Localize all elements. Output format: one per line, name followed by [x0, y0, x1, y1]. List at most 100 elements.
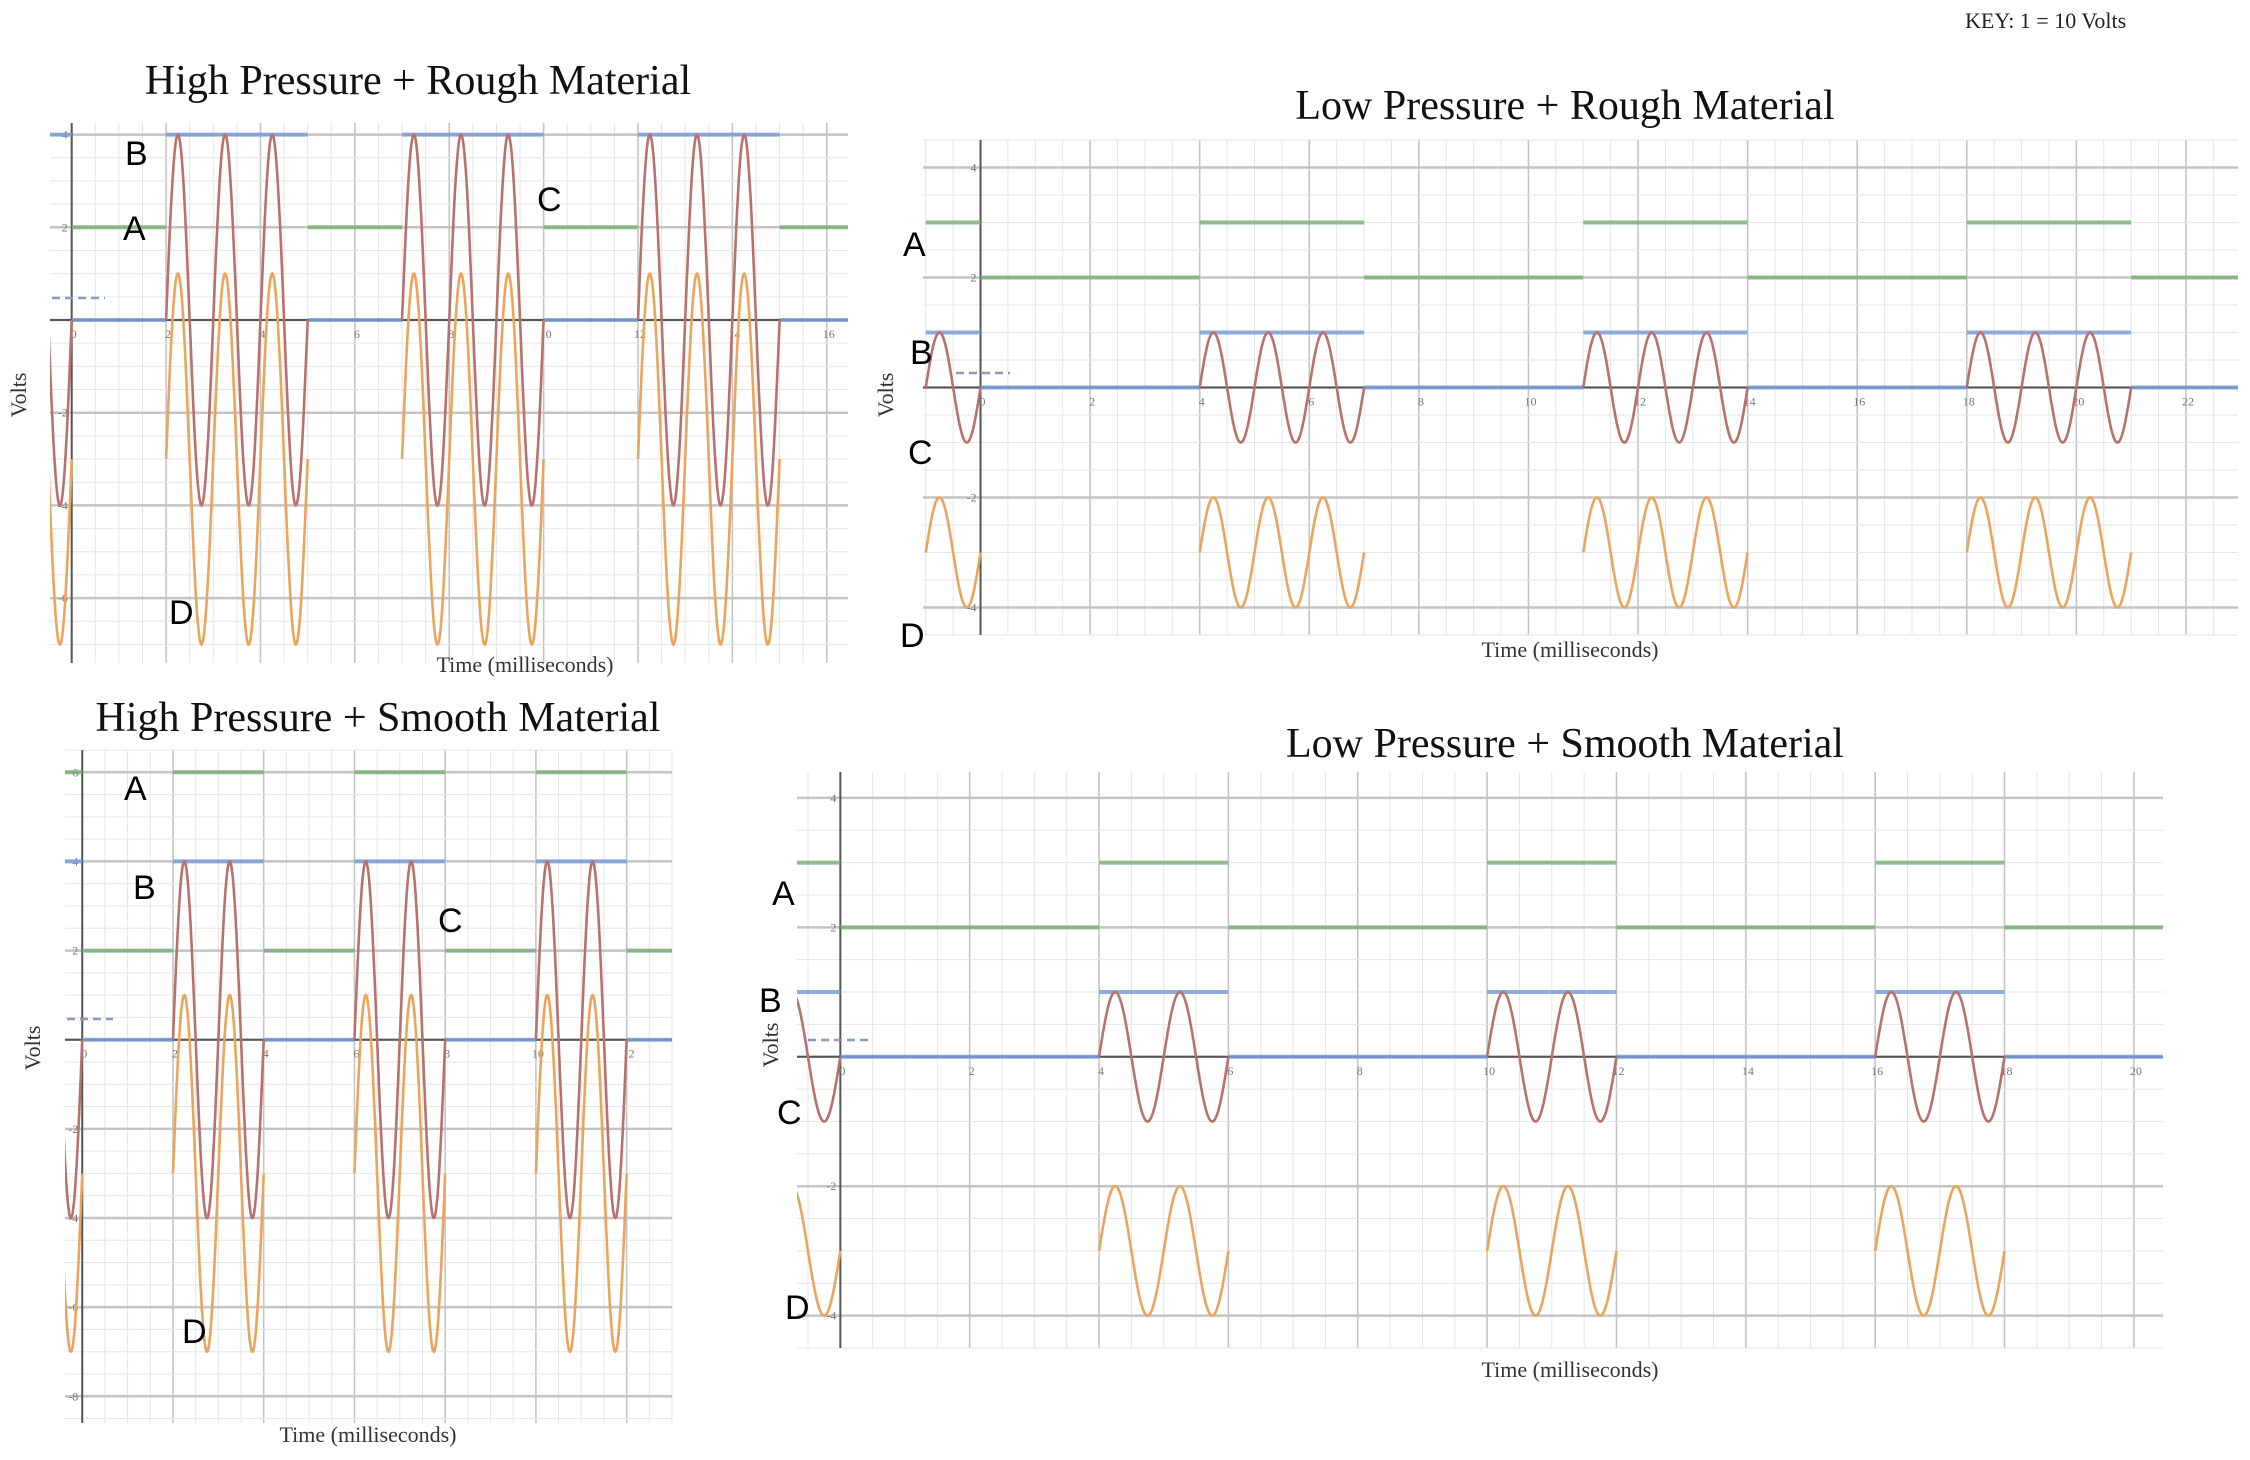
- series-D-burst: [534, 993, 628, 1354]
- series-D-burst: [353, 993, 447, 1354]
- x-tick-label: 12: [623, 1047, 635, 1061]
- series-C-burst: [924, 331, 982, 444]
- series-B: [797, 990, 2163, 1059]
- series-C-burst: [797, 996, 842, 1123]
- plot-area: [797, 860, 2163, 1317]
- x-tick-label: 0: [839, 1064, 845, 1078]
- series-label-A: A: [903, 226, 926, 264]
- series-D-burst: [171, 993, 265, 1354]
- series-D-burst: [924, 496, 982, 609]
- y-tick-label: -6: [58, 591, 68, 605]
- x-tick-label: 22: [2182, 395, 2194, 409]
- series-C-burst: [1873, 990, 2006, 1123]
- y-axis-label: Volts: [6, 373, 31, 418]
- x-tick-label: 4: [1199, 395, 1205, 409]
- series-C-burst: [164, 132, 309, 508]
- x-tick-label: 16: [1871, 1064, 1883, 1078]
- x-tick-label: 6: [1308, 395, 1314, 409]
- series-D-burst: [1581, 496, 1749, 609]
- y-axis-label: Volts: [873, 373, 898, 418]
- series-D-burst: [400, 271, 545, 647]
- x-tick-label: 8: [1357, 1064, 1363, 1078]
- series-C-burst: [636, 132, 781, 508]
- series-D: [924, 496, 2133, 609]
- grid: [797, 772, 2163, 1349]
- series-D-burst: [65, 1173, 84, 1354]
- x-tick-label: 6: [353, 1047, 359, 1061]
- series-label-D: D: [900, 617, 925, 655]
- y-tick-label: -4: [58, 498, 68, 512]
- series-label-C: C: [537, 181, 562, 219]
- y-tick-label: 4: [830, 791, 836, 805]
- series-C-burst: [1581, 331, 1749, 444]
- series-label-B: B: [125, 135, 148, 173]
- series-C-burst: [65, 1039, 84, 1220]
- x-tick-label: 4: [259, 327, 265, 341]
- x-tick-label: 4: [263, 1047, 269, 1061]
- series-A: [65, 770, 672, 953]
- series-D: [65, 993, 628, 1354]
- y-tick-label: -4: [68, 1211, 78, 1225]
- x-tick-label: 2: [969, 1064, 975, 1078]
- series-B: [65, 859, 672, 1042]
- plot-area: [65, 770, 672, 1354]
- series-C: [65, 859, 628, 1220]
- y-tick-label: -2: [967, 491, 977, 505]
- x-tick-label: 4: [1098, 1064, 1104, 1078]
- y-tick-label: -8: [68, 1389, 78, 1403]
- x-tick-label: 6: [354, 327, 360, 341]
- series-label-D: D: [182, 1313, 207, 1351]
- series-D: [50, 271, 781, 647]
- series-C-burst: [1965, 331, 2133, 444]
- series-C-burst: [400, 132, 545, 508]
- series-label-B: B: [759, 982, 782, 1020]
- series-C: [50, 132, 781, 508]
- series-label-C: C: [908, 434, 933, 472]
- series-label-B: B: [910, 334, 933, 372]
- series-C-burst: [171, 859, 265, 1220]
- series-D-burst: [1097, 1184, 1230, 1317]
- y-tick-label: 2: [971, 271, 977, 285]
- series-label-D: D: [785, 1289, 810, 1327]
- x-tick-label: 2: [165, 327, 171, 341]
- x-tick-label: 10: [540, 327, 552, 341]
- series-D-burst: [1485, 1184, 1618, 1317]
- y-tick-label: -4: [826, 1309, 836, 1323]
- series-C-burst: [1097, 990, 1230, 1123]
- y-tick-label: -2: [58, 406, 68, 420]
- y-axis-label: Volts: [20, 1026, 45, 1071]
- y-tick-label: -2: [68, 1122, 78, 1136]
- x-tick-label: 8: [444, 1047, 450, 1061]
- x-axis-label: Time (milliseconds): [436, 652, 613, 677]
- y-tick-label: -4: [967, 601, 977, 615]
- x-tick-label: 2: [1089, 395, 1095, 409]
- series-C-burst: [353, 859, 447, 1220]
- series-D: [797, 1184, 2006, 1317]
- x-tick-label: 0: [980, 395, 986, 409]
- series-D-burst: [50, 459, 73, 646]
- series-label-C: C: [777, 1094, 802, 1132]
- series-label-B: B: [133, 869, 156, 907]
- series-C-burst: [50, 319, 73, 507]
- y-tick-label: 4: [971, 161, 977, 175]
- x-axis-label: Time (milliseconds): [279, 1422, 456, 1447]
- x-tick-label: 0: [81, 1047, 87, 1061]
- x-tick-label: 6: [1227, 1064, 1233, 1078]
- series-label-C: C: [438, 902, 463, 940]
- series-label-A: A: [123, 210, 146, 248]
- x-tick-label: 20: [2130, 1064, 2142, 1078]
- x-axis-label: Time (milliseconds): [1481, 1357, 1658, 1382]
- x-tick-label: 2: [172, 1047, 178, 1061]
- series-B: [50, 132, 848, 322]
- chart-title: Low Pressure + Smooth Material: [1286, 721, 1844, 767]
- series-C-burst: [534, 859, 628, 1220]
- y-tick-label: 2: [62, 220, 68, 234]
- series-C-burst: [1485, 990, 1618, 1123]
- chart-title: High Pressure + Rough Material: [145, 58, 691, 104]
- series-D-burst: [1198, 496, 1366, 609]
- plot-area: [50, 132, 848, 647]
- series-A: [925, 220, 2238, 280]
- series-label-A: A: [124, 770, 147, 808]
